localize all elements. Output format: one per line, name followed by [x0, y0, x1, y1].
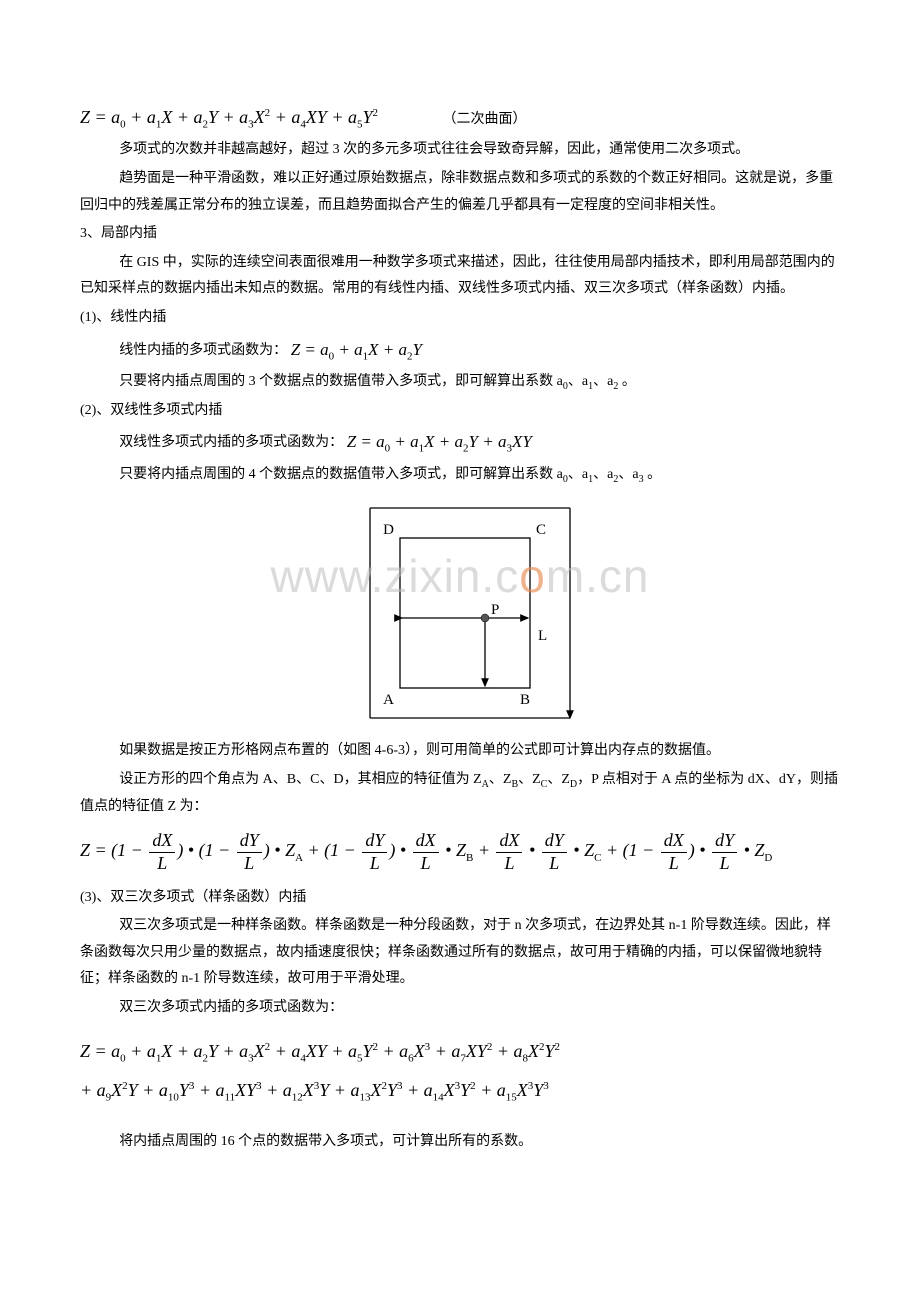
para-5: 只要将内插点周围的 3 个数据点的数据值带入多项式，即可解算出系数 a0、a1、…	[80, 369, 840, 396]
formula-quadratic-text: Z = a0 + a1X + a2Y + a3X2 + a4XY + a5Y2	[80, 107, 378, 127]
para-7-pre: 只要将内插点周围的 4 个数据点的数据值带入多项式，即可解算出系数 a	[119, 467, 563, 482]
formula-bicubic-line1: Z = a0 + a1X + a2Y + a3X2 + a4XY + a5Y2 …	[80, 1032, 840, 1072]
para-6-prefix: 双线性多项式内插的多项式函数为：	[119, 435, 343, 450]
formula-bicubic: Z = a0 + a1X + a2Y + a3X2 + a4XY + a5Y2 …	[80, 1032, 840, 1111]
svg-text:B: B	[520, 692, 530, 708]
para-7: 只要将内插点周围的 4 个数据点的数据值带入多项式，即可解算出系数 a0、a1、…	[80, 462, 840, 489]
para-12: 将内插点周围的 16 个点的数据带入多项式，可计算出所有的系数。	[80, 1129, 840, 1156]
z-sub-A: A	[482, 779, 489, 790]
para-6: 双线性多项式内插的多项式函数为： Z = a0 + a1X + a2Y + a3…	[80, 426, 840, 459]
para-9: 设正方形的四个角点为 A、B、C、D，其相应的特征值为 ZA、ZB、ZC、ZD，…	[80, 767, 840, 820]
heading-local-interp: 3、局部内插	[80, 221, 840, 248]
para-7-suf: 。	[644, 467, 662, 482]
para-5-pre: 只要将内插点周围的 3 个数据点的数据值带入多项式，即可解算出系数 a	[119, 374, 563, 389]
formula-note: （二次曲面）	[443, 107, 527, 134]
heading-linear: (1)、线性内插	[80, 305, 840, 332]
para-1: 多项式的次数并非越高越好，超过 3 次的多元多项式往往会导致奇异解，因此，通常使…	[80, 137, 840, 164]
svg-text:L: L	[538, 628, 547, 644]
svg-text:P: P	[491, 602, 499, 618]
bilinear-diagram-wrap: www.zixin.com.cn DCABPL	[80, 498, 840, 728]
heading-bicubic: (3)、双三次多项式（样条函数）内插	[80, 885, 840, 912]
formula-bilinear-poly: Z = a0 + a1X + a2Y + a3XY	[347, 432, 532, 451]
coef-b0: 0	[563, 473, 568, 484]
z-sub-B: B	[511, 779, 518, 790]
formula-bilinear-interp: Z = (1 − dXL) • (1 − dYL) • ZA + (1 − dY…	[80, 830, 840, 874]
svg-text:A: A	[383, 692, 394, 708]
para-2: 趋势面是一种平滑函数，难以正好通过原始数据点，除非数据点数和多项式的系数的个数正…	[80, 166, 840, 219]
para-8: 如果数据是按正方形格网点布置的（如图 4-6-3），则可用简单的公式即可计算出内…	[80, 738, 840, 765]
para-10: 双三次多项式是一种样条函数。样条函数是一种分段函数，对于 n 次多项式，在边界处…	[80, 913, 840, 993]
formula-bicubic-line2: + a9X2Y + a10Y3 + a11XY3 + a12X3Y + a13X…	[80, 1071, 840, 1111]
coef-a1: 1	[588, 381, 593, 392]
para-4: 线性内插的多项式函数为： Z = a0 + a1X + a2Y	[80, 334, 840, 367]
para-9-pre: 设正方形的四个角点为 A、B、C、D，其相应的特征值为 Z	[119, 772, 481, 787]
para-4-prefix: 线性内插的多项式函数为：	[119, 343, 287, 358]
z-sub-C: C	[541, 779, 548, 790]
svg-text:C: C	[536, 522, 546, 538]
para-3: 在 GIS 中，实际的连续空间表面很难用一种数学多项式来描述，因此，往往使用局部…	[80, 250, 840, 303]
coef-b1: 1	[588, 473, 593, 484]
para-5-suf: 。	[618, 374, 636, 389]
coef-b2: 2	[613, 473, 618, 484]
heading-bilinear: (2)、双线性多项式内插	[80, 398, 840, 425]
svg-text:D: D	[383, 522, 394, 538]
formula-quadratic: Z = a0 + a1X + a2Y + a3X2 + a4XY + a5Y2 …	[80, 100, 840, 135]
para-11: 双三次多项式内插的多项式函数为：	[80, 995, 840, 1022]
coef-a0: 0	[563, 381, 568, 392]
bilinear-diagram: D C A B P L	[310, 498, 610, 728]
formula-linear: Z = a0 + a1X + a2Y	[291, 340, 422, 359]
